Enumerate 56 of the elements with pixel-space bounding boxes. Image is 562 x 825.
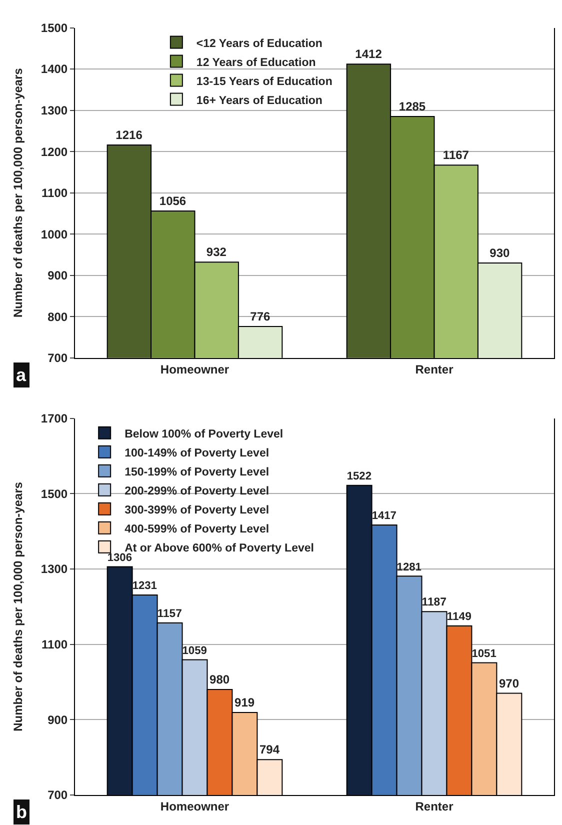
data-label: 1281 [396,561,422,574]
x-tick-label: Renter [415,799,454,814]
data-label: 919 [234,696,255,710]
legend-label: Below 100% of Poverty Level [124,428,284,440]
data-label: 1285 [398,99,426,114]
y-tick-label: 1400 [40,62,68,76]
y-tick-label: 1100 [42,638,68,652]
data-label: 1167 [442,148,470,162]
data-label: 1412 [355,47,382,62]
legend-label: 300-399% of Poverty Level [124,504,270,516]
y-tick-label: 1500 [40,486,68,501]
text: a [16,365,27,385]
y-tick-label: 1500 [40,20,68,35]
data-label: 1157 [157,608,182,620]
legend-label: 13-15 Years of Education [196,76,332,88]
y-tick-label: 900 [48,712,68,727]
y-tick-label: 800 [48,310,68,324]
legend-label: 200-299% of Poverty Level [124,485,270,498]
y-axis-title: Number of deaths per 100,000 person-years [11,482,26,732]
y-tick-label: 1300 [40,103,68,118]
data-label: 1056 [159,194,186,208]
x-tick-label: Homeowner [160,799,230,814]
data-label: 1149 [446,611,472,624]
legend-label: At or Above 600% of Poverty Level [124,542,314,554]
data-label: 1231 [132,580,157,592]
y-tick-label: 1100 [42,186,68,200]
data-label: 930 [490,246,510,260]
y-axis-title: Number of deaths per 100,000 person-years [11,68,26,318]
y-tick-label: 700 [48,788,68,802]
data-label: 970 [499,676,520,690]
y-tick-label: 700 [48,351,68,366]
legend-label: 150-199% of Poverty Level [124,466,270,478]
data-label: 776 [250,310,270,324]
data-label: 980 [210,672,230,687]
data-label: 1051 [472,648,496,660]
data-label: 1216 [116,128,143,142]
data-label: 794 [260,742,280,757]
x-tick-label: Renter [415,362,454,376]
legend-label: 400-599% of Poverty Level [124,523,270,536]
legend-label: <12 Years of Education [196,38,322,50]
data-label: 932 [206,245,227,260]
y-tick-label: 1000 [40,227,68,242]
data-label: 1417 [372,510,396,522]
y-tick-label: 1300 [40,562,68,576]
legend-label: 16+ Years of Education [196,94,322,107]
data-label: 1306 [107,552,132,564]
data-label: 1187 [422,596,446,609]
data-label: 1522 [346,470,372,483]
legend-label: 12 Years of Education [196,56,316,69]
x-tick-label: Homeowner [160,362,230,376]
y-tick-label: 1700 [40,412,68,426]
legend-label: 100-149% of Poverty Level [124,447,270,460]
data-label: 1059 [182,645,207,658]
y-tick-label: 900 [48,268,68,283]
text: b [16,802,27,822]
y-tick-label: 1200 [40,144,68,159]
